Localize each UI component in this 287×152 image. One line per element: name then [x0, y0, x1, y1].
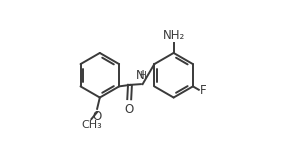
- Text: CH₃: CH₃: [81, 120, 102, 130]
- Text: N: N: [136, 69, 144, 82]
- Text: O: O: [125, 102, 134, 116]
- Text: O: O: [92, 110, 102, 123]
- Text: H: H: [139, 71, 146, 80]
- Text: F: F: [199, 84, 206, 97]
- Text: NH₂: NH₂: [162, 29, 185, 42]
